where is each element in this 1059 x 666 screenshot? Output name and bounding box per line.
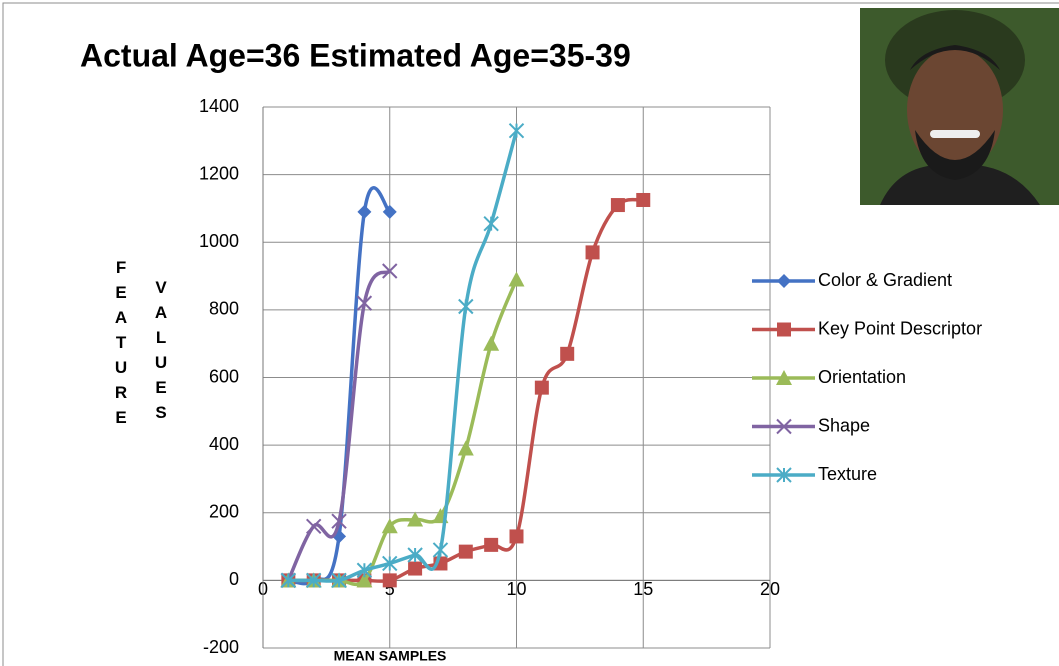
legend-label: Color & Gradient bbox=[818, 270, 952, 290]
x-axis-label: MEAN SAMPLES bbox=[334, 648, 447, 664]
page: {"chart_data": {"type": "line", "title":… bbox=[0, 0, 1059, 666]
marker bbox=[560, 347, 574, 361]
y-axis-label: VALUES bbox=[152, 278, 171, 428]
y-tick-label: -200 bbox=[203, 637, 239, 657]
y-tick-label: 600 bbox=[209, 366, 239, 386]
y-tick-label: 1000 bbox=[199, 231, 239, 251]
y-axis-label: FEATURE bbox=[112, 258, 131, 433]
legend-label: Shape bbox=[818, 415, 870, 435]
y-tick-label: 800 bbox=[209, 299, 239, 319]
marker bbox=[611, 198, 625, 212]
marker bbox=[459, 545, 473, 559]
chart-title: Actual Age=36 Estimated Age=35-39 bbox=[80, 37, 631, 73]
chart: Actual Age=36 Estimated Age=35-39 FEATUR… bbox=[0, 0, 1059, 666]
legend-label: Key Point Descriptor bbox=[818, 318, 982, 338]
y-tick-label: 200 bbox=[209, 502, 239, 522]
marker bbox=[510, 529, 524, 543]
legend-label: Orientation bbox=[818, 367, 906, 387]
marker bbox=[535, 381, 549, 395]
marker bbox=[777, 323, 791, 337]
x-tick-label: 10 bbox=[506, 579, 526, 599]
marker bbox=[484, 538, 498, 552]
photo bbox=[860, 8, 1059, 205]
y-tick-label: 0 bbox=[229, 569, 239, 589]
marker bbox=[383, 573, 397, 587]
marker bbox=[408, 562, 422, 576]
y-tick-label: 1400 bbox=[199, 96, 239, 116]
y-tick-label: 400 bbox=[209, 434, 239, 454]
marker bbox=[586, 245, 600, 259]
y-tick-label: 1200 bbox=[199, 163, 239, 183]
legend-label: Texture bbox=[818, 464, 877, 484]
x-tick-label: 20 bbox=[760, 579, 780, 599]
marker bbox=[636, 193, 650, 207]
x-tick-label: 15 bbox=[633, 579, 653, 599]
